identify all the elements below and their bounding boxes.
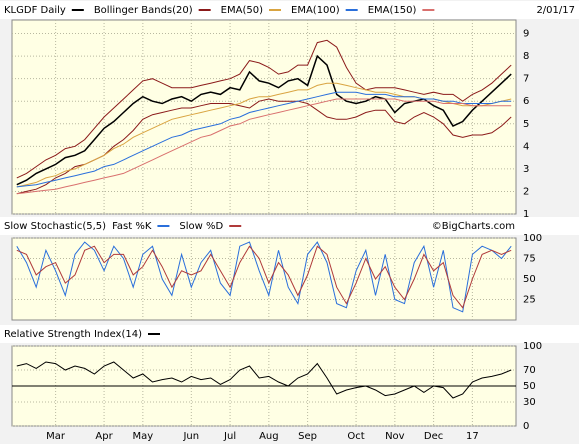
header-bar [0, 1, 579, 19]
y-tick-label: 0 [523, 421, 529, 432]
y-tick-label: 30 [523, 397, 536, 408]
y-tick-label: 3 [523, 164, 529, 175]
credit: ©BigCharts.com [432, 221, 515, 232]
legend-label: Fast %K [112, 221, 152, 232]
series-line [16, 39, 512, 179]
y-tick-label: 5 [523, 119, 529, 130]
legend-label: Bollinger Bands(20) [94, 5, 193, 16]
y-tick-label: 1 [523, 209, 529, 220]
y-tick-label: 50 [523, 381, 536, 392]
y-tick-label: 100 [523, 233, 542, 244]
y-tick-label: 70 [523, 365, 536, 376]
series-line [16, 361, 512, 399]
y-tick-label: 2 [523, 186, 529, 197]
x-tick-label: Jun [182, 431, 199, 442]
x-tick-label: 17 [466, 431, 479, 442]
legend-label: EMA(150) [368, 5, 417, 16]
y-tick-label: 100 [523, 341, 542, 352]
x-tick-label: May [133, 431, 154, 442]
header-bar [0, 217, 579, 235]
y-tick-label: 50 [523, 274, 536, 285]
x-tick-label: Aug [259, 431, 279, 442]
y-tick-label: 25 [523, 295, 536, 306]
y-tick-label: 8 [523, 51, 529, 62]
legend-label: EMA(50) [221, 5, 263, 16]
header-bar [0, 325, 579, 343]
x-tick-label: Oct [347, 431, 364, 442]
x-tick-label: Dec [424, 431, 443, 442]
series-line [16, 245, 512, 309]
y-tick-label: 75 [523, 254, 536, 265]
x-tick-label: Sep [298, 431, 317, 442]
y-tick-label: 7 [523, 74, 529, 85]
series-line [16, 91, 512, 188]
legend-label: EMA(100) [291, 5, 340, 16]
chart-title: Slow Stochastic(5,5) [4, 221, 106, 232]
x-tick-label: Jul [223, 431, 236, 442]
legend-label: Relative Strength Index(14) [4, 329, 142, 340]
legend-label: Slow %D [179, 221, 223, 232]
plot-area [11, 19, 517, 215]
series-line [16, 98, 512, 195]
x-tick-label: Mar [46, 431, 66, 442]
x-tick-label: Nov [385, 431, 405, 442]
y-tick-label: 4 [523, 141, 529, 152]
y-tick-label: 9 [523, 29, 529, 40]
date: 2/01/17 [536, 5, 575, 16]
legend-label: KLGDF Daily [4, 5, 66, 16]
series-line [16, 241, 512, 313]
series-line [16, 54, 512, 186]
x-tick-label: Apr [95, 431, 113, 442]
y-tick-label: 6 [523, 96, 529, 107]
